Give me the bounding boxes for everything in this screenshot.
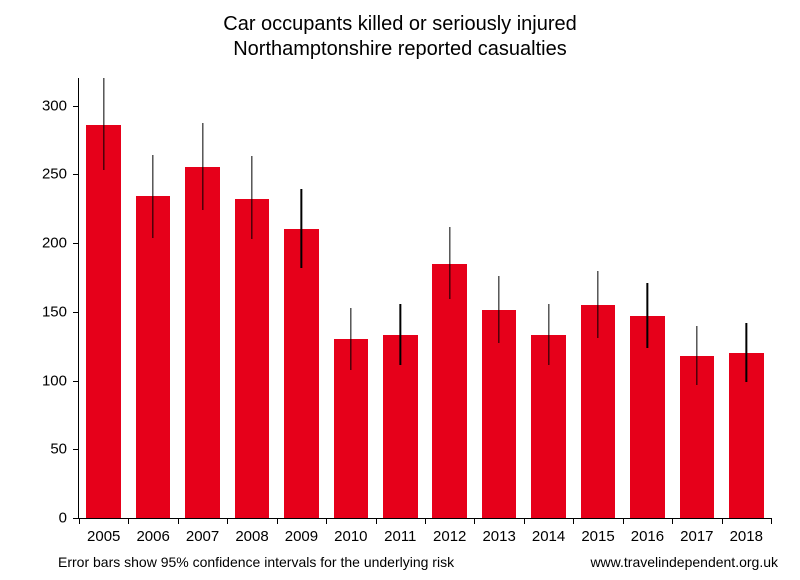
- footer-note-right: www.travelindependent.org.uk: [590, 554, 778, 570]
- x-tick-label: 2016: [631, 518, 664, 545]
- error-bar: [696, 326, 697, 385]
- x-tick-mark: [326, 518, 327, 524]
- error-bar: [400, 304, 401, 366]
- error-bar: [746, 323, 747, 382]
- y-tick-label: 300: [42, 97, 79, 114]
- error-bar: [449, 227, 450, 300]
- x-tick-mark: [79, 518, 80, 524]
- error-bar: [597, 271, 598, 338]
- x-tick-mark: [178, 518, 179, 524]
- y-tick-label: 0: [59, 510, 79, 527]
- chart-title-line-1: Car occupants killed or seriously injure…: [223, 13, 577, 35]
- error-bar: [498, 276, 499, 343]
- x-tick-label: 2011: [384, 518, 416, 545]
- error-bar: [152, 155, 153, 238]
- chart-title-line-2: Northamptonshire reported casualties: [233, 38, 567, 60]
- x-tick-label: 2005: [87, 518, 120, 545]
- x-tick-label: 2018: [730, 518, 763, 545]
- x-tick-mark: [672, 518, 673, 524]
- error-bar: [251, 156, 252, 239]
- error-bar: [647, 283, 648, 348]
- x-tick-mark: [771, 518, 772, 524]
- x-tick-label: 2009: [285, 518, 318, 545]
- y-tick-label: 100: [42, 372, 79, 389]
- x-tick-label: 2015: [581, 518, 614, 545]
- bar: [86, 125, 121, 518]
- y-tick-label: 150: [42, 303, 79, 320]
- x-tick-label: 2014: [532, 518, 565, 545]
- x-tick-label: 2012: [433, 518, 466, 545]
- x-tick-mark: [722, 518, 723, 524]
- bar: [432, 264, 467, 518]
- bar: [185, 167, 220, 518]
- bar: [235, 199, 270, 518]
- x-tick-label: 2017: [680, 518, 713, 545]
- x-tick-mark: [128, 518, 129, 524]
- x-tick-mark: [227, 518, 228, 524]
- footer-note-left: Error bars show 95% confidence intervals…: [58, 554, 454, 570]
- error-bar: [103, 78, 104, 170]
- x-tick-mark: [474, 518, 475, 524]
- x-tick-label: 2007: [186, 518, 219, 545]
- error-bar: [548, 304, 549, 366]
- y-tick-label: 250: [42, 166, 79, 183]
- x-tick-label: 2006: [136, 518, 169, 545]
- error-bar: [350, 308, 351, 370]
- x-tick-mark: [425, 518, 426, 524]
- x-tick-label: 2013: [482, 518, 515, 545]
- y-tick-label: 200: [42, 235, 79, 252]
- bar: [136, 196, 171, 518]
- y-tick-label: 50: [50, 441, 79, 458]
- x-tick-mark: [524, 518, 525, 524]
- chart-title: Car occupants killed or seriously injure…: [0, 12, 800, 62]
- x-tick-mark: [376, 518, 377, 524]
- error-bar: [301, 189, 302, 267]
- x-tick-mark: [277, 518, 278, 524]
- x-tick-mark: [623, 518, 624, 524]
- x-tick-mark: [573, 518, 574, 524]
- error-bar: [202, 123, 203, 210]
- x-tick-label: 2010: [334, 518, 367, 545]
- bar: [284, 229, 319, 518]
- plot-area: 0501001502002503002005200620072008200920…: [78, 78, 771, 519]
- x-tick-label: 2008: [235, 518, 268, 545]
- chart-container: Car occupants killed or seriously injure…: [0, 0, 800, 580]
